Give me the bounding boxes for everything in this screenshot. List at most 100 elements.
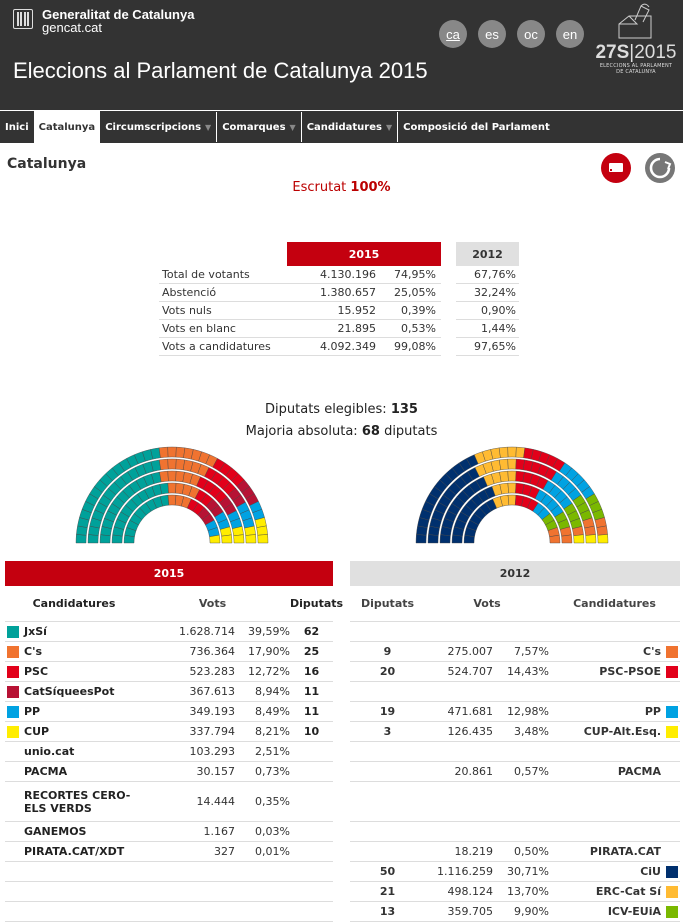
- summary-label: Total de votants: [159, 266, 279, 284]
- party-votes: 275.007: [447, 645, 494, 658]
- party-seats: 13: [379, 905, 396, 918]
- col-header-diputats: Diputats: [360, 597, 415, 610]
- seat: [75, 534, 87, 544]
- result-row: PSC 523.283 12,72% 16: [5, 662, 333, 682]
- seat: [415, 534, 427, 544]
- party-name: PIRATA.CAT/XDT: [24, 845, 125, 858]
- party-votes: 1.167: [203, 825, 236, 838]
- summary-votes: 15.952: [279, 302, 376, 320]
- party-name: ICV-EUiA: [607, 905, 661, 918]
- seat: [87, 534, 99, 544]
- result-row: 19 471.681 12,98% PP: [350, 702, 680, 722]
- party-pct: 30,71%: [507, 865, 549, 878]
- party-color-swatch: [666, 665, 678, 678]
- result-row: 20 524.707 14,43% PSC-PSOE: [350, 662, 680, 682]
- summary-votes: 1.380.657: [279, 284, 376, 302]
- result-row: 50 1.116.259 30,71% CiU: [350, 862, 680, 882]
- summary-votes: 21.895: [279, 320, 376, 338]
- party-pct: 8,49%: [255, 705, 290, 718]
- summary-label: Abstenció: [159, 284, 279, 302]
- seat: [549, 534, 561, 544]
- result-row: PP 349.193 8,49% 11: [5, 702, 333, 722]
- party-name: CUP: [24, 725, 50, 738]
- nav-inici[interactable]: Inici: [0, 111, 34, 143]
- result-row: [350, 622, 680, 642]
- generalitat-logo-icon[interactable]: [13, 9, 33, 29]
- party-seats: 16: [303, 665, 320, 678]
- party-name: CUP-Alt.Esq.: [583, 725, 661, 738]
- result-row: 21 498.124 13,70% ERC-Cat Sí: [350, 882, 680, 902]
- party-seats: 50: [379, 865, 396, 878]
- party-name: CiU: [640, 865, 661, 878]
- party-pct: 9,90%: [514, 905, 549, 918]
- summary-pct: 99,08%: [376, 338, 441, 356]
- party-votes: 30.157: [196, 765, 236, 778]
- site-title: Eleccions al Parlament de Catalunya 2015: [13, 58, 428, 83]
- nav-label: Circumscripcions: [105, 121, 202, 133]
- print-icon[interactable]: [601, 153, 631, 183]
- party-name: PP: [644, 705, 661, 718]
- seat: [498, 446, 509, 459]
- seat: [167, 494, 177, 506]
- party-seats: 21: [379, 885, 396, 898]
- language-selector: ca es oc en: [439, 20, 584, 48]
- party-name: PP: [24, 705, 41, 718]
- result-row: 13 359.705 9,90% ICV-EUiA: [350, 902, 680, 922]
- generalitat-link[interactable]: Generalitat de Catalunya gencat.cat: [42, 8, 194, 34]
- seat: [167, 470, 177, 482]
- party-color-swatch: [666, 725, 678, 738]
- lang-ca-button[interactable]: ca: [439, 20, 467, 48]
- party-votes: 471.681: [447, 705, 494, 718]
- lang-en-button[interactable]: en: [556, 20, 584, 48]
- summary-pct: 0,53%: [376, 320, 441, 338]
- party-color-swatch: [666, 645, 678, 658]
- party-votes: 1.116.259: [437, 865, 493, 878]
- seat: [167, 458, 177, 470]
- summary-pct-2012: 97,65%: [456, 338, 519, 356]
- result-row: 9 275.007 7,57% C's: [350, 642, 680, 662]
- seat: [99, 534, 111, 544]
- nav-composicio-parlament[interactable]: Composició del Parlament: [398, 111, 555, 143]
- seat: [597, 534, 609, 544]
- nav-catalunya[interactable]: Catalunya: [33, 111, 101, 143]
- seat: [596, 525, 608, 536]
- org-domain: gencat.cat: [42, 20, 102, 35]
- seat: [257, 534, 269, 544]
- party-pct: 8,21%: [255, 725, 290, 738]
- summary-pct: 0,39%: [376, 302, 441, 320]
- party-pct: 0,73%: [255, 765, 290, 778]
- results-table-2015: 2015 Candidatures Vots Diputats JxSí 1.62…: [5, 561, 343, 922]
- lang-oc-button[interactable]: oc: [517, 20, 545, 48]
- nav-divider: [216, 112, 218, 142]
- party-votes: 498.124: [447, 885, 494, 898]
- result-row: 20.861 0,57% PACMA: [350, 762, 680, 782]
- party-seats: 3: [383, 725, 392, 738]
- party-name: JxSí: [24, 625, 47, 638]
- seat: [507, 482, 517, 494]
- refresh-icon[interactable]: [645, 153, 675, 183]
- nav-candidatures[interactable]: Candidatures ▼: [302, 111, 397, 143]
- summary-row: Total de votants 4.130.196 74,95% 67,76%: [159, 266, 519, 284]
- page-title: Catalunya: [7, 156, 87, 172]
- party-votes: 327: [214, 845, 235, 858]
- result-row: PACMA 30.157 0,73%: [5, 762, 333, 782]
- result-row: [350, 782, 680, 822]
- party-pct: 3,48%: [514, 725, 549, 738]
- nav-circumscripcions[interactable]: Circumscripcions ▼: [100, 111, 216, 143]
- scrutiny-status: Escrutat 100%: [0, 180, 683, 195]
- result-row: [5, 862, 333, 882]
- nav-comarques[interactable]: Comarques ▼: [217, 111, 300, 143]
- seat: [585, 534, 597, 544]
- seat: [221, 534, 233, 544]
- seat: [439, 534, 451, 544]
- summary-pct-2012: 1,44%: [456, 320, 519, 338]
- result-row: C's 736.364 17,90% 25: [5, 642, 333, 662]
- lang-es-button[interactable]: es: [478, 20, 506, 48]
- party-votes: 367.613: [189, 685, 236, 698]
- party-seats: 25: [303, 645, 320, 658]
- party-votes: 359.705: [447, 905, 494, 918]
- seat: [159, 458, 169, 471]
- seat: [256, 525, 268, 536]
- party-color-swatch: [7, 685, 19, 698]
- seat: [209, 534, 221, 544]
